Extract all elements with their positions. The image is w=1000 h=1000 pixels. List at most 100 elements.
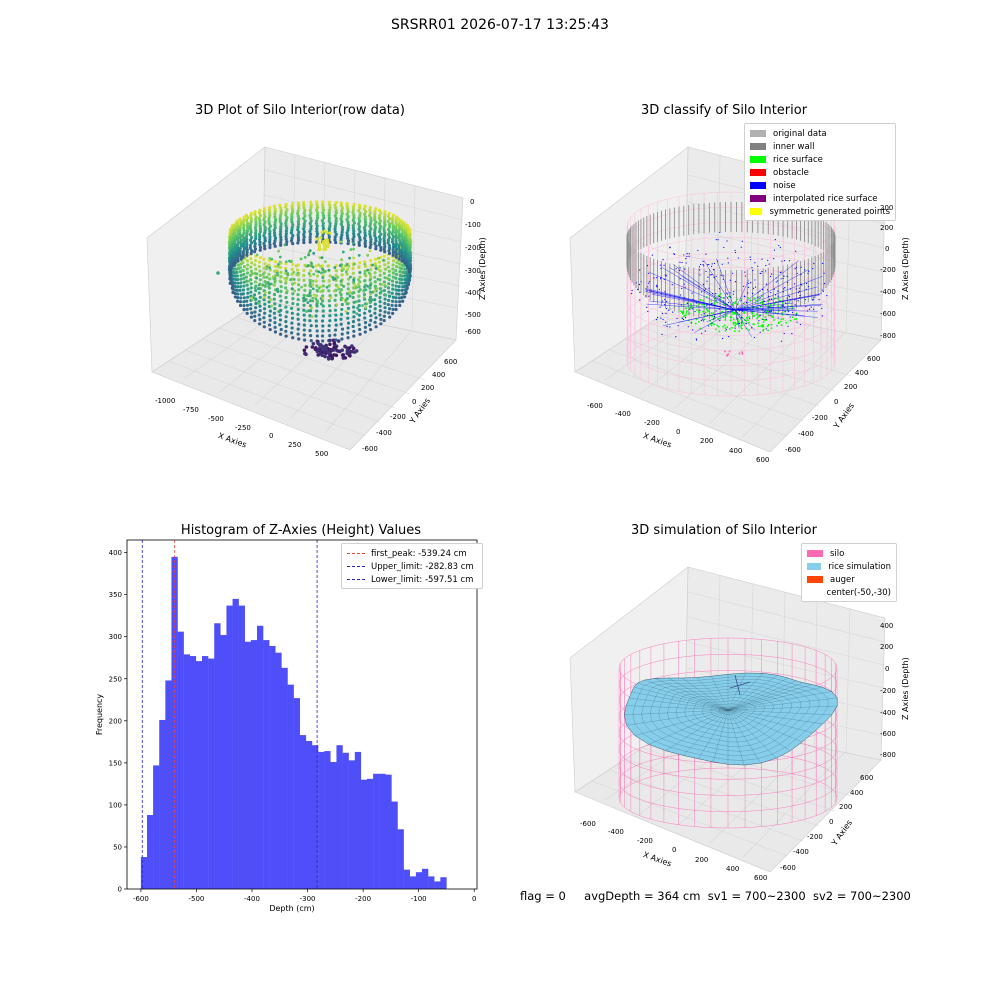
raw-point xyxy=(370,298,374,302)
raw-point xyxy=(290,207,294,211)
raw-point xyxy=(296,238,301,242)
raw-point xyxy=(373,241,377,246)
raw-point xyxy=(327,200,331,204)
raw-point xyxy=(290,228,294,232)
raw-point xyxy=(350,292,354,295)
rice-surface-point xyxy=(733,321,736,324)
raw-point xyxy=(368,327,373,332)
p2-ztick: -600 xyxy=(880,310,896,318)
raw-point xyxy=(397,257,401,261)
raw-point xyxy=(258,227,263,231)
x-tick-label: -500 xyxy=(188,895,204,903)
raw-point xyxy=(402,274,407,278)
raw-point xyxy=(390,232,394,236)
raw-point xyxy=(276,265,280,269)
rice-surface-point xyxy=(792,313,795,316)
raw-point xyxy=(394,288,398,292)
raw-point xyxy=(233,224,237,228)
raw-point xyxy=(273,274,277,278)
p2-ytick: 400 xyxy=(855,369,869,377)
noise-point xyxy=(794,268,796,270)
raw-point xyxy=(238,228,242,232)
noise-point xyxy=(734,327,736,329)
raw-point xyxy=(249,307,253,311)
noise-point xyxy=(759,272,761,274)
raw-point xyxy=(345,349,350,353)
legend-item-upper-limit: Upper_limit: -282.83 cm xyxy=(347,560,477,573)
noise-strand xyxy=(694,309,736,333)
raw-point xyxy=(321,339,325,343)
raw-point xyxy=(373,298,377,302)
raw-point xyxy=(279,299,283,303)
flag-text: flag = 0 xyxy=(520,889,566,903)
raw-point xyxy=(399,243,404,247)
raw-point xyxy=(263,231,267,235)
noise-point xyxy=(665,308,668,310)
raw-point xyxy=(252,239,257,243)
sv1-text: sv1 = 700~2300 xyxy=(707,889,806,903)
raw-point xyxy=(387,282,391,286)
histogram-bar xyxy=(330,762,337,889)
noise-point xyxy=(734,249,736,252)
raw-point xyxy=(328,342,332,347)
raw-point xyxy=(241,250,245,254)
rice-surface-point xyxy=(680,311,683,314)
raw-point xyxy=(391,267,395,271)
p2-ytick: 600 xyxy=(867,355,881,363)
raw-point xyxy=(233,258,238,262)
p1-ytick: -600 xyxy=(362,445,378,453)
raw-point xyxy=(351,205,355,209)
raw-point xyxy=(302,200,306,205)
raw-point xyxy=(402,245,406,249)
noise-point xyxy=(784,311,786,313)
noise-point xyxy=(795,288,797,290)
raw-point xyxy=(345,204,349,208)
p2-ztick: 200 xyxy=(880,204,894,212)
rice-surface-point xyxy=(694,322,697,325)
noise-point xyxy=(690,322,692,324)
rice-surface-point xyxy=(786,305,789,308)
rice-mesh-spoke xyxy=(634,709,729,736)
raw-point xyxy=(394,244,398,248)
noise-point xyxy=(699,274,701,276)
rice-surface-point xyxy=(723,324,726,327)
raw-point xyxy=(351,241,355,245)
raw-point xyxy=(272,283,276,287)
raw-point xyxy=(340,302,344,307)
raw-point xyxy=(387,298,391,303)
noise-strand xyxy=(734,269,809,311)
raw-point xyxy=(374,239,378,243)
noise-point xyxy=(725,328,727,331)
legend-item-noise: noise xyxy=(750,179,890,192)
raw-point xyxy=(302,232,306,237)
noise-point xyxy=(700,291,703,293)
rice-surface-point xyxy=(770,327,773,329)
raw-point xyxy=(386,241,390,245)
raw-point xyxy=(327,213,331,218)
y-tick-label: 400 xyxy=(109,549,122,557)
raw-point xyxy=(408,267,413,271)
raw-point xyxy=(238,285,243,289)
raw-point xyxy=(387,311,391,315)
raw-point xyxy=(252,293,257,297)
raw-point xyxy=(363,316,367,320)
noise-point xyxy=(631,289,633,292)
noise-point xyxy=(719,319,721,322)
raw-point xyxy=(328,274,332,278)
raw-point xyxy=(262,233,266,238)
raw-point xyxy=(369,292,372,296)
rice-surface-point xyxy=(747,297,749,300)
raw-point xyxy=(296,233,300,237)
raw-point xyxy=(340,230,344,234)
raw-point xyxy=(268,318,272,322)
rice-surface-point xyxy=(699,327,702,330)
raw-point xyxy=(238,246,242,250)
noise-point xyxy=(704,330,706,332)
raw-point xyxy=(378,227,382,231)
p4-xtick: 200 xyxy=(695,856,709,864)
noise-point xyxy=(691,292,693,294)
raw-point xyxy=(397,246,401,250)
raw-point xyxy=(302,216,306,221)
legend-label: original data xyxy=(773,128,827,139)
raw-point xyxy=(272,292,277,297)
